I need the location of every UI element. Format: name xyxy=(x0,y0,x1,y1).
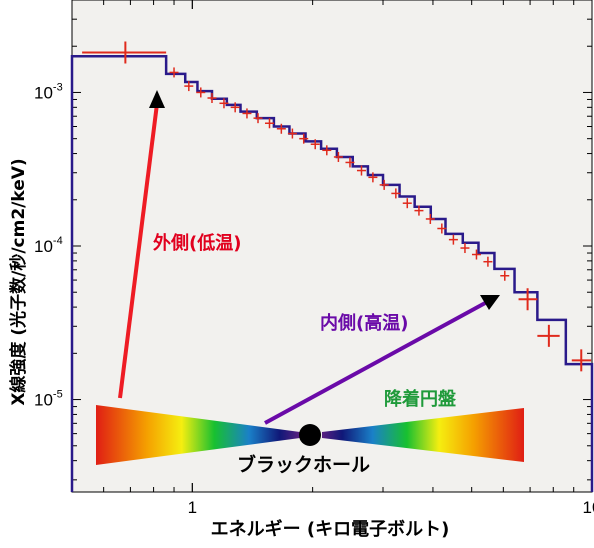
data-point xyxy=(242,108,252,119)
x-tick-label: 10 xyxy=(583,498,594,517)
data-point xyxy=(437,223,447,234)
axes: 10-3 10-4 10-5 1 10 xyxy=(34,0,594,517)
data-point xyxy=(471,249,481,260)
data-point xyxy=(322,145,332,156)
x-tick-label: 1 xyxy=(188,498,197,517)
inner-arrow-head-icon xyxy=(480,295,500,310)
data-point xyxy=(196,87,206,98)
data-point xyxy=(333,151,343,162)
observed-data xyxy=(82,41,592,372)
data-point xyxy=(184,81,194,92)
disk-right-wedge xyxy=(322,408,524,462)
data-point xyxy=(253,113,263,124)
outer-arrow xyxy=(118,103,159,399)
y-tick-label: 10-3 xyxy=(34,81,63,102)
data-point xyxy=(207,93,217,104)
data-point xyxy=(402,198,412,209)
data-point xyxy=(230,102,240,113)
data-point xyxy=(169,67,179,78)
y-tick-label: 10-5 xyxy=(34,389,63,410)
data-point xyxy=(310,139,320,150)
annotation-disk: 降着円盤 xyxy=(384,388,457,410)
outer-arrow-head-icon xyxy=(149,90,165,108)
data-point xyxy=(391,188,401,199)
data-point xyxy=(299,133,309,144)
annotation-inner: 内側(高温) xyxy=(320,312,408,334)
data-point xyxy=(368,172,378,183)
arrows xyxy=(118,90,500,425)
data-point xyxy=(483,256,493,267)
data-point xyxy=(345,157,355,168)
plot-background xyxy=(71,0,593,493)
annotation-outer: 外側(低温) xyxy=(153,232,241,254)
x-axis-label: エネルギー (キロ電子ボルト) xyxy=(211,519,450,540)
data-point xyxy=(287,128,297,139)
data-point xyxy=(276,123,286,134)
data-point xyxy=(379,179,389,190)
data-point xyxy=(537,324,560,347)
disk-left-wedge xyxy=(96,405,300,465)
data-point xyxy=(265,118,275,129)
accretion-disk-illustration xyxy=(96,405,524,465)
black-hole-icon xyxy=(299,424,321,446)
data-point xyxy=(571,349,592,372)
data-point xyxy=(82,41,167,64)
data-point xyxy=(448,234,458,245)
y-tick-label: 10-4 xyxy=(34,235,63,256)
annotation-blackhole: ブラックホール xyxy=(237,453,370,476)
data-point xyxy=(460,243,470,254)
data-point xyxy=(414,205,424,216)
data-point xyxy=(219,98,229,109)
data-point xyxy=(356,165,366,176)
data-point xyxy=(518,288,538,311)
data-point xyxy=(425,213,435,224)
y-axis-label: X線強度 (光子数/秒/cm2/keV) xyxy=(8,158,29,405)
data-point xyxy=(500,270,510,281)
inner-arrow xyxy=(264,300,488,425)
